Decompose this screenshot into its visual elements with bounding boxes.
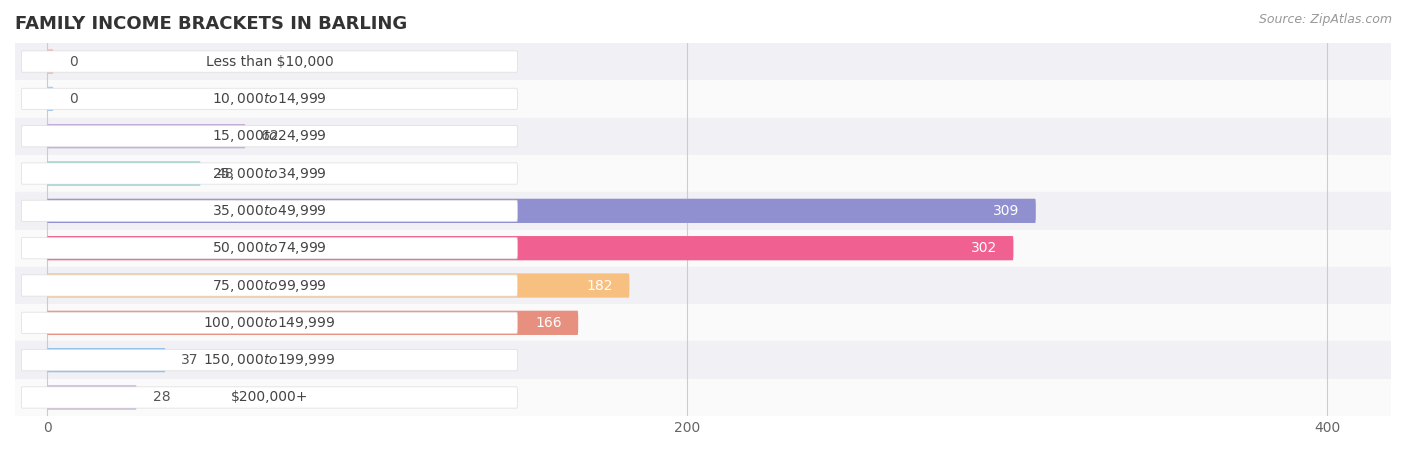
Bar xyxy=(15,379,1391,416)
FancyBboxPatch shape xyxy=(46,87,53,111)
Text: $15,000 to $24,999: $15,000 to $24,999 xyxy=(212,128,326,144)
Text: 0: 0 xyxy=(69,92,79,106)
Text: Less than $10,000: Less than $10,000 xyxy=(205,54,333,68)
Bar xyxy=(15,342,1391,379)
Text: $25,000 to $34,999: $25,000 to $34,999 xyxy=(212,166,326,181)
FancyBboxPatch shape xyxy=(21,312,517,333)
Text: 0: 0 xyxy=(69,54,79,68)
FancyBboxPatch shape xyxy=(21,51,517,72)
FancyBboxPatch shape xyxy=(21,200,517,221)
Text: Source: ZipAtlas.com: Source: ZipAtlas.com xyxy=(1258,14,1392,27)
Text: $100,000 to $149,999: $100,000 to $149,999 xyxy=(204,315,336,331)
Text: FAMILY INCOME BRACKETS IN BARLING: FAMILY INCOME BRACKETS IN BARLING xyxy=(15,15,408,33)
Text: 28: 28 xyxy=(153,391,170,405)
FancyBboxPatch shape xyxy=(21,275,517,296)
Bar xyxy=(15,117,1391,155)
Bar xyxy=(15,304,1391,342)
Text: 62: 62 xyxy=(262,129,278,143)
FancyBboxPatch shape xyxy=(21,387,517,408)
Text: 309: 309 xyxy=(994,204,1019,218)
FancyBboxPatch shape xyxy=(46,124,246,148)
FancyBboxPatch shape xyxy=(21,238,517,259)
Bar xyxy=(15,80,1391,117)
FancyBboxPatch shape xyxy=(21,88,517,109)
Text: $150,000 to $199,999: $150,000 to $199,999 xyxy=(204,352,336,368)
Bar xyxy=(15,155,1391,192)
FancyBboxPatch shape xyxy=(46,50,53,74)
Text: 302: 302 xyxy=(972,241,997,255)
FancyBboxPatch shape xyxy=(46,273,630,297)
Bar xyxy=(15,43,1391,80)
Text: $35,000 to $49,999: $35,000 to $49,999 xyxy=(212,203,326,219)
FancyBboxPatch shape xyxy=(46,162,201,186)
FancyBboxPatch shape xyxy=(21,350,517,371)
FancyBboxPatch shape xyxy=(46,385,136,410)
Text: $50,000 to $74,999: $50,000 to $74,999 xyxy=(212,240,326,256)
FancyBboxPatch shape xyxy=(21,126,517,147)
FancyBboxPatch shape xyxy=(46,348,166,372)
FancyBboxPatch shape xyxy=(46,236,1014,260)
FancyBboxPatch shape xyxy=(21,163,517,184)
Text: 37: 37 xyxy=(181,353,198,367)
Bar xyxy=(15,267,1391,304)
Text: $200,000+: $200,000+ xyxy=(231,391,308,405)
Text: $75,000 to $99,999: $75,000 to $99,999 xyxy=(212,278,326,293)
Text: $10,000 to $14,999: $10,000 to $14,999 xyxy=(212,91,326,107)
Bar xyxy=(15,230,1391,267)
Text: 48: 48 xyxy=(217,166,235,180)
Text: 166: 166 xyxy=(536,316,562,330)
FancyBboxPatch shape xyxy=(46,199,1036,223)
FancyBboxPatch shape xyxy=(46,310,578,335)
Bar xyxy=(15,192,1391,230)
Text: 182: 182 xyxy=(586,279,613,292)
